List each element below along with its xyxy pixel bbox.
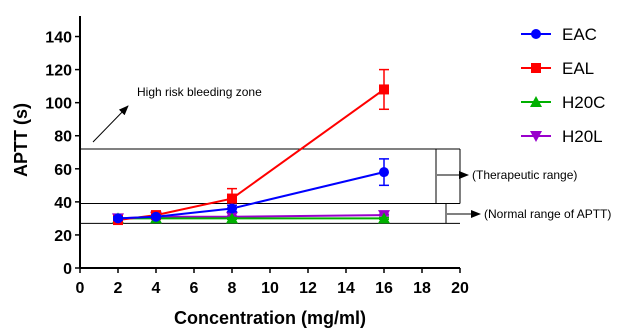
annotation-normal: (Normal range of APTT) (484, 207, 611, 221)
x-tick-label-12: 12 (299, 280, 317, 297)
x-tick-label-14: 14 (337, 280, 355, 297)
annotation-high-risk: High risk bleeding zone (137, 85, 262, 99)
y-tick-label-20: 20 (54, 228, 72, 245)
x-axis-title: Concentration (mg/ml) (174, 308, 366, 328)
y-tick-label-0: 0 (63, 261, 72, 278)
series-eac (113, 158, 389, 224)
legend-label-h20c: H20C (562, 93, 605, 112)
x-tick-label-0: 0 (76, 280, 85, 297)
x-tick-label-4: 4 (152, 280, 161, 297)
series-layer (112, 68, 390, 226)
x-tick-label-18: 18 (413, 280, 431, 297)
data-point-eal-8 (227, 193, 237, 204)
axes: 0 2 4 6 8 10 12 14 16 18 20 0 20 40 60 80 100 120 140 (45, 16, 469, 297)
y-tick-label-80: 80 (54, 129, 72, 146)
data-point-eac-4 (151, 211, 161, 222)
legend-label-eac: EAC (562, 25, 597, 44)
reference-lines (80, 148, 461, 224)
legend-marker-eal (531, 63, 541, 73)
y-axis-title: APTT (s) (11, 103, 31, 177)
series-line-eac (117, 171, 385, 220)
y-tick-label-100: 100 (45, 96, 72, 113)
y-tick-label-120: 120 (45, 63, 72, 80)
arrow-high-risk (92, 105, 129, 143)
data-point-h20c-8 (226, 212, 238, 224)
legend: EAC EAL H20C H20L (521, 25, 605, 146)
data-point-eac-8 (227, 203, 237, 214)
x-tick-label-6: 6 (190, 280, 199, 297)
data-point-eac-16 (379, 167, 389, 178)
data-point-eac-2 (113, 213, 123, 224)
x-tick-label-10: 10 (261, 280, 279, 297)
data-point-h20c-16 (378, 212, 390, 224)
annotation-therapeutic: (Therapeutic range) (472, 168, 577, 182)
x-tick-label-16: 16 (375, 280, 393, 297)
x-tick-label-8: 8 (228, 280, 237, 297)
y-tick-label-60: 60 (54, 162, 72, 179)
legend-marker-h20c (530, 96, 542, 107)
y-tick-label-140: 140 (45, 30, 72, 47)
x-tick-label-20: 20 (451, 280, 469, 297)
annotations: High risk bleeding zone (Therapeutic ran… (92, 85, 611, 221)
legend-marker-eac (531, 29, 541, 39)
x-tick-label-2: 2 (114, 280, 123, 297)
legend-marker-h20l (530, 131, 542, 142)
data-point-eal-16 (379, 84, 389, 95)
legend-label-h20l: H20L (562, 127, 603, 146)
legend-label-eal: EAL (562, 59, 594, 78)
y-tick-label-40: 40 (54, 195, 72, 212)
series-line-eal (117, 88, 385, 222)
